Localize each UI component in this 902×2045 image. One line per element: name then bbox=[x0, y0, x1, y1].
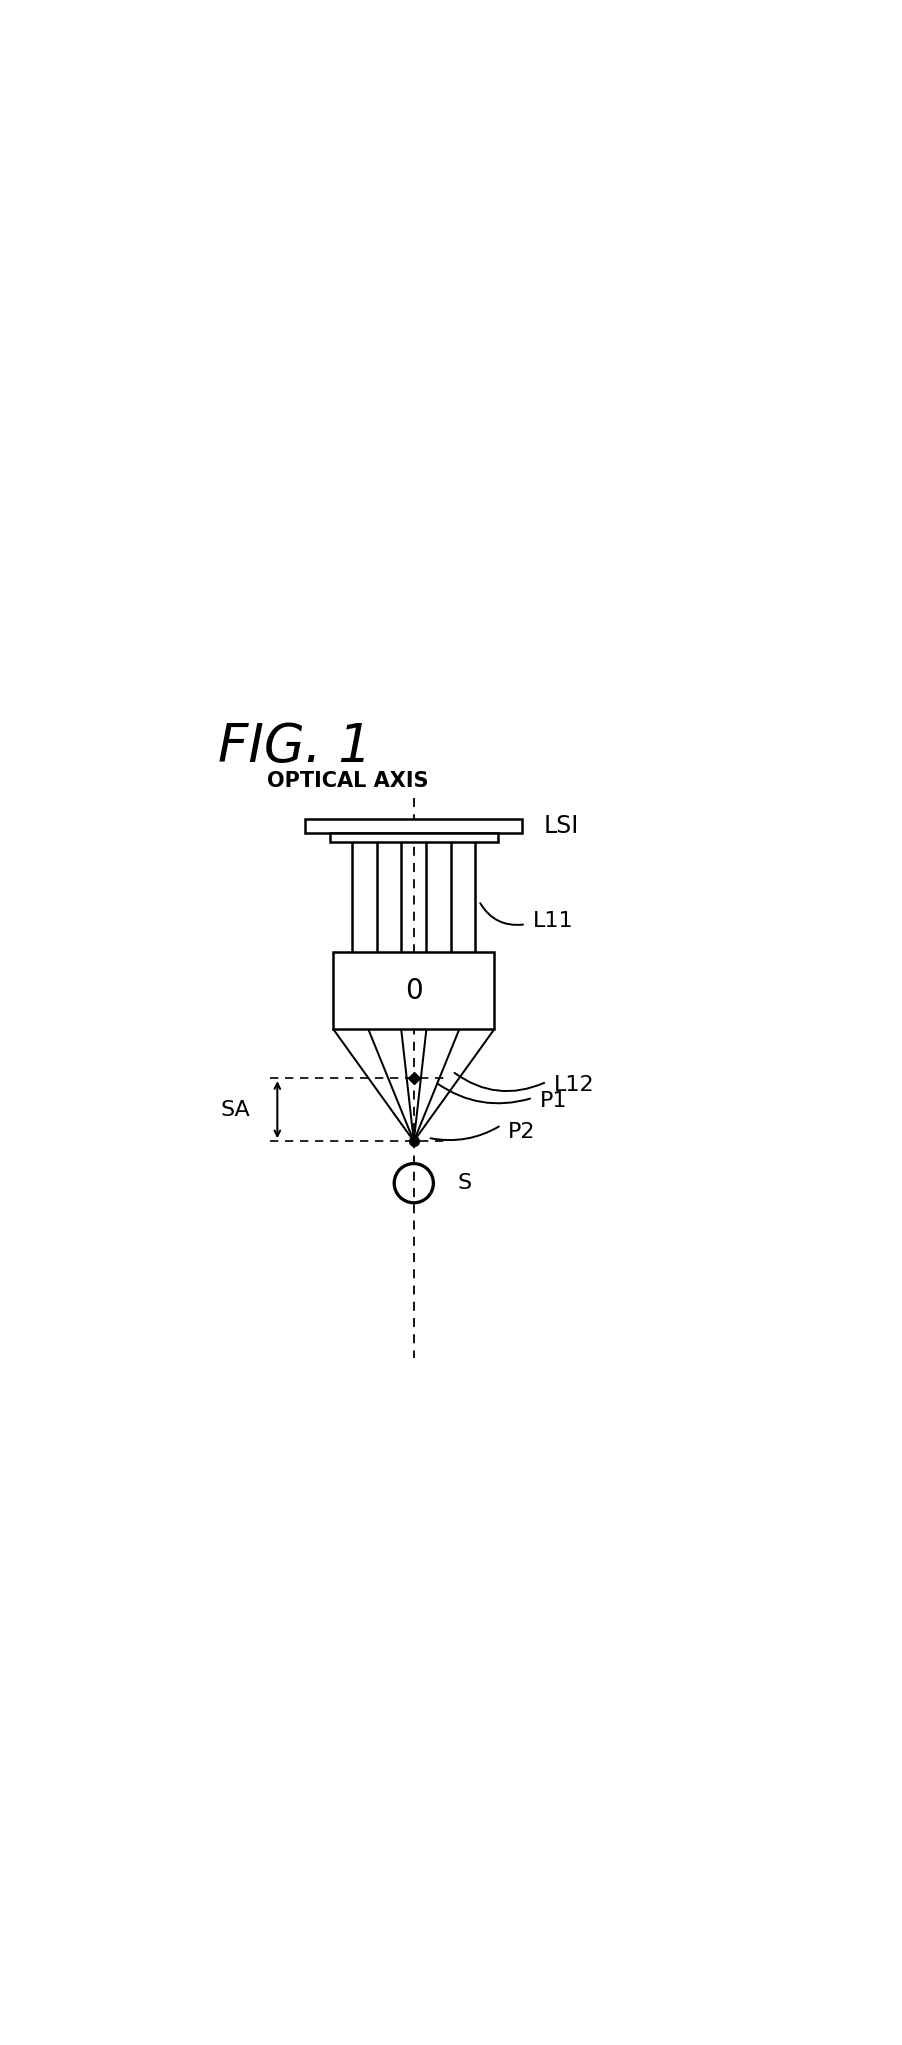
Text: L11: L11 bbox=[532, 910, 573, 930]
Bar bbox=[333, 953, 493, 1029]
Text: P1: P1 bbox=[539, 1092, 566, 1110]
Text: SA: SA bbox=[220, 1100, 250, 1121]
Text: 0: 0 bbox=[404, 978, 422, 1004]
Text: P2: P2 bbox=[508, 1123, 535, 1141]
Text: FIG. 1: FIG. 1 bbox=[217, 722, 372, 773]
Text: S: S bbox=[457, 1174, 472, 1192]
Text: L12: L12 bbox=[553, 1076, 594, 1096]
Text: OPTICAL AXIS: OPTICAL AXIS bbox=[267, 771, 428, 791]
Text: LSI: LSI bbox=[543, 814, 578, 838]
Bar bbox=[305, 820, 521, 832]
Bar bbox=[329, 832, 497, 843]
